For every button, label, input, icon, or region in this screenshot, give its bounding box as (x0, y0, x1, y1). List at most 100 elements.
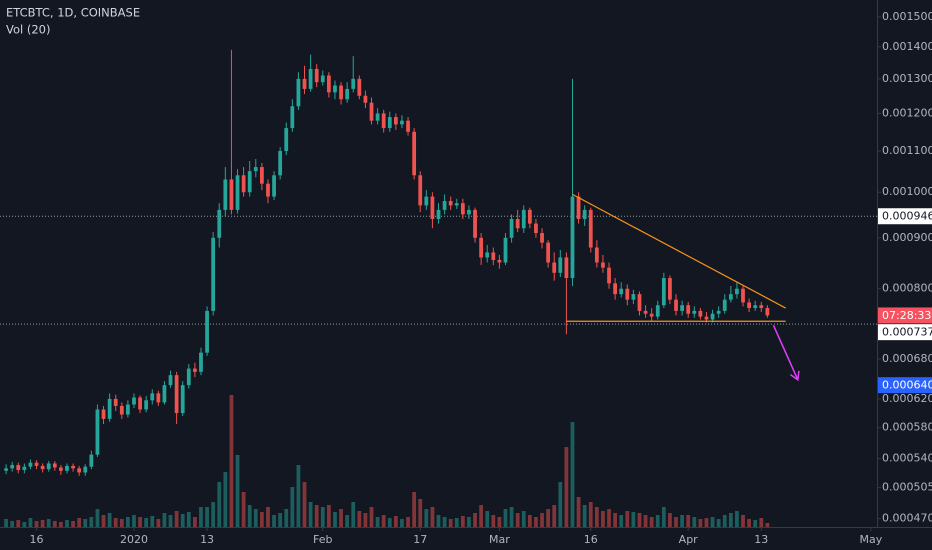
candle-body (430, 196, 435, 219)
candle-body (333, 85, 337, 93)
volume-bar (442, 517, 447, 527)
candle-body (156, 393, 161, 403)
candle-body (735, 288, 739, 295)
candle-body (491, 252, 496, 260)
candle-body (680, 305, 684, 311)
volume-bar (722, 515, 727, 527)
volume-bar (4, 519, 8, 527)
candle-body (393, 117, 398, 125)
x-tick-label: 16 (30, 533, 44, 546)
volume-bar (503, 509, 508, 527)
candle-body (290, 106, 295, 129)
volume-bar (418, 499, 423, 527)
volume-bar (686, 515, 691, 527)
volume-bar (436, 515, 441, 527)
volume-bar (211, 502, 216, 527)
candle-body (655, 305, 660, 317)
candle-body (150, 393, 155, 401)
candle-body (661, 278, 666, 306)
candle-body (52, 463, 57, 468)
price-line-label: 0.000737 (882, 326, 932, 339)
candle-body (442, 200, 447, 210)
volume-bar (497, 517, 502, 527)
candle-body (65, 465, 69, 471)
candle-body (89, 454, 94, 467)
candle-body (168, 375, 173, 386)
volume-bar (223, 472, 228, 527)
candle-body (631, 294, 636, 300)
y-tick-label: 0.000470 (882, 512, 932, 525)
candle-body (4, 468, 8, 471)
candle-body (503, 237, 508, 263)
volume-bar (351, 502, 356, 527)
y-tick-label: 0.000505 (882, 481, 932, 494)
volume-bar (266, 507, 270, 527)
candle-body (546, 242, 551, 263)
candle-body (582, 209, 587, 219)
volume-bar (16, 520, 21, 527)
candle-body (205, 310, 209, 353)
candle-body (272, 175, 276, 197)
countdown-label-box (878, 307, 932, 324)
candle-body (95, 409, 100, 455)
volume-bar (607, 509, 611, 527)
candle-body (436, 209, 441, 219)
candle-body (674, 299, 678, 311)
candle-body (619, 288, 624, 295)
volume-bar (308, 502, 313, 527)
candle-body (400, 120, 404, 125)
volume-bar (150, 516, 155, 527)
volume-bar (735, 511, 739, 527)
candle-body (235, 175, 240, 210)
volume-bar (119, 519, 124, 527)
candle-body (570, 196, 575, 279)
volume-bar (284, 509, 289, 527)
volume-bar (521, 511, 526, 527)
volume-bar (272, 515, 276, 527)
volume-bar (534, 517, 538, 527)
y-tick-label: 0.000900 (882, 231, 932, 244)
volume-bar (704, 518, 709, 527)
y-tick-label: 0.001500 (882, 10, 932, 23)
volume-bar (71, 521, 75, 527)
candle-body (253, 167, 258, 172)
volume-bar (728, 513, 733, 527)
candle-body (686, 305, 691, 314)
candle-body (722, 299, 727, 311)
candle-body (552, 262, 557, 273)
candle-body (193, 368, 197, 372)
volume-bar (637, 513, 642, 527)
candle-body (211, 237, 216, 311)
volume-bar (186, 512, 191, 527)
volume-bar (89, 517, 94, 527)
y-tick-label: 0.001000 (882, 185, 932, 198)
candle-body (314, 68, 319, 83)
candle-body (692, 310, 697, 314)
candle-body (375, 113, 380, 121)
volume-bar (168, 515, 173, 527)
candle-body (217, 209, 222, 238)
volume-bar (247, 505, 252, 527)
volume-bar (454, 518, 459, 527)
candle-body (10, 465, 15, 469)
candle-body (454, 203, 459, 206)
x-tick-label: 17 (413, 533, 427, 546)
volume-bar (412, 492, 417, 527)
volume-bar (613, 513, 618, 527)
candle-body (83, 466, 88, 473)
candle-body (284, 128, 289, 152)
candle-body (741, 288, 745, 303)
candle-body (540, 233, 544, 243)
candle-body (126, 404, 130, 415)
candle-body (22, 466, 27, 470)
volume-bar (515, 513, 520, 527)
candle-body (345, 88, 350, 100)
y-tick-label: 0.001400 (882, 40, 932, 53)
x-tick-label: 16 (584, 533, 598, 546)
volume-bar (113, 518, 118, 527)
volume-bar (126, 517, 130, 527)
volume-bar (601, 511, 605, 527)
candle-body (497, 259, 502, 263)
volume-bar (668, 513, 672, 527)
